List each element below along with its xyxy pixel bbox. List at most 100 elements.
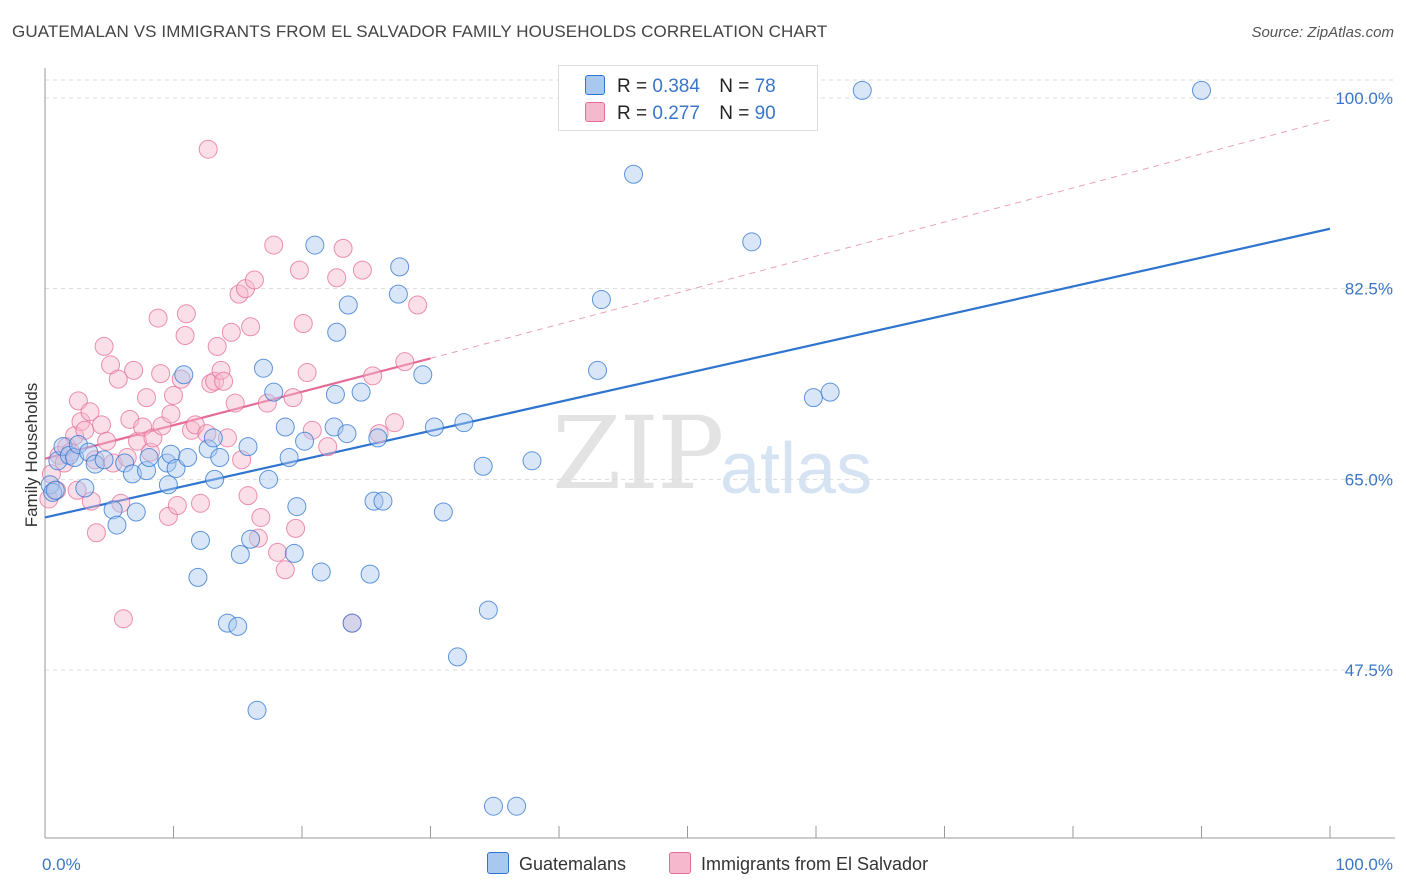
point-el-salvador xyxy=(80,402,100,422)
legend-row-guatemalans: R = 0.384 N = 78 xyxy=(585,75,776,98)
point-el-salvador xyxy=(327,268,347,288)
point-guatemalans xyxy=(1192,80,1211,100)
point-guatemalans xyxy=(264,382,284,402)
point-guatemalans xyxy=(45,480,65,500)
bottom-legend-guatemalans: Guatemalans xyxy=(487,852,626,875)
point-el-salvador xyxy=(175,326,195,346)
point-guatemalans xyxy=(247,700,267,720)
point-guatemalans xyxy=(122,464,142,484)
point-el-salvador xyxy=(318,437,338,457)
point-guatemalans xyxy=(79,442,99,462)
point-el-salvador xyxy=(264,235,284,255)
bottom-legend-label: Guatemalans xyxy=(519,854,627,874)
point-el-salvador xyxy=(221,322,241,342)
point-guatemalans xyxy=(325,384,345,404)
point-guatemalans xyxy=(337,424,357,444)
point-guatemalans xyxy=(103,500,123,520)
point-el-salvador xyxy=(257,393,277,413)
point-guatemalans xyxy=(483,796,503,816)
point-el-salvador xyxy=(176,304,196,324)
point-guatemalans xyxy=(413,365,433,385)
trend-lines xyxy=(44,119,1331,519)
point-el-salvador xyxy=(229,284,249,304)
watermark-zip: ZIP xyxy=(552,395,724,512)
trend-line-el-salvador xyxy=(44,357,431,460)
point-el-salvador xyxy=(198,139,218,159)
grid-lines xyxy=(45,79,1395,671)
point-el-salvador xyxy=(283,388,303,408)
point-guatemalans xyxy=(624,164,644,184)
point-el-salvador xyxy=(251,507,271,527)
data-points xyxy=(39,80,1211,816)
point-el-salvador xyxy=(289,260,309,280)
point-guatemalans xyxy=(588,360,608,380)
source-credit: Source: ZipAtlas.com xyxy=(1251,24,1394,41)
point-el-salvador xyxy=(128,431,148,451)
point-guatemalans xyxy=(284,543,304,563)
point-guatemalans xyxy=(241,529,261,549)
point-guatemalans xyxy=(158,475,178,495)
legend-r-value: 0.277 xyxy=(652,103,700,124)
point-guatemalans xyxy=(161,444,181,464)
legend-swatch-blue xyxy=(585,75,605,95)
x-tick-label: 0.0% xyxy=(42,855,81,874)
y-tick-label: 82.5% xyxy=(1345,280,1393,299)
watermark-atlas: atlas xyxy=(720,429,873,509)
legend-box: R = 0.384 N = 78 R = 0.277 N = 90 xyxy=(558,65,818,131)
point-guatemalans xyxy=(126,502,146,522)
legend-r-label: R = xyxy=(617,103,648,124)
point-el-salvador xyxy=(181,420,201,440)
point-guatemalans xyxy=(433,502,453,522)
point-el-salvador xyxy=(68,391,88,411)
y-axis-title: Family Households xyxy=(22,383,41,528)
point-el-salvador xyxy=(94,336,114,356)
point-guatemalans xyxy=(820,382,840,402)
point-el-salvador xyxy=(248,528,268,548)
legend-swatch-pink xyxy=(585,102,605,122)
point-guatemalans xyxy=(368,428,388,448)
point-guatemalans xyxy=(305,235,325,255)
point-guatemalans xyxy=(454,413,474,433)
axes xyxy=(44,68,1395,839)
point-el-salvador xyxy=(352,260,372,280)
point-guatemalans xyxy=(388,284,408,304)
legend-r-value: 0.384 xyxy=(652,76,700,97)
point-el-salvador xyxy=(86,523,106,543)
point-guatemalans xyxy=(139,448,159,468)
point-guatemalans xyxy=(210,448,230,468)
point-guatemalans xyxy=(507,796,527,816)
point-el-salvador xyxy=(167,495,187,515)
trend-line-guatemalans xyxy=(44,227,1331,519)
point-el-salvador xyxy=(164,385,183,405)
point-guatemalans xyxy=(360,564,380,584)
legend-n-value: 90 xyxy=(754,103,776,124)
point-el-salvador xyxy=(244,270,264,290)
point-guatemalans xyxy=(205,469,225,489)
bottom-swatch-pink xyxy=(669,852,691,874)
point-guatemalans xyxy=(238,437,258,457)
point-guatemalans xyxy=(390,257,410,277)
point-el-salvador xyxy=(207,336,227,356)
y-tick-label: 65.0% xyxy=(1345,470,1393,489)
legend-row-el-salvador: R = 0.277 N = 90 xyxy=(585,102,776,125)
point-guatemalans xyxy=(75,478,95,498)
point-el-salvador xyxy=(293,314,313,334)
point-guatemalans xyxy=(203,428,223,448)
bottom-legend-el-salvador: Immigrants from El Salvador xyxy=(669,852,928,875)
point-guatemalans xyxy=(275,417,295,437)
point-guatemalans xyxy=(591,290,611,310)
point-el-salvador xyxy=(214,371,234,391)
point-el-salvador xyxy=(238,486,258,506)
point-guatemalans xyxy=(40,475,60,495)
point-el-salvador xyxy=(124,360,144,380)
bottom-swatch-blue xyxy=(487,852,509,874)
point-el-salvador xyxy=(211,360,231,380)
point-el-salvador xyxy=(111,493,131,513)
point-guatemalans xyxy=(107,515,127,535)
trend-line-el-salvador-extension xyxy=(430,119,1331,359)
point-guatemalans xyxy=(803,388,823,408)
point-el-salvador xyxy=(151,364,171,384)
point-el-salvador xyxy=(268,542,288,562)
point-guatemalans xyxy=(85,454,105,474)
